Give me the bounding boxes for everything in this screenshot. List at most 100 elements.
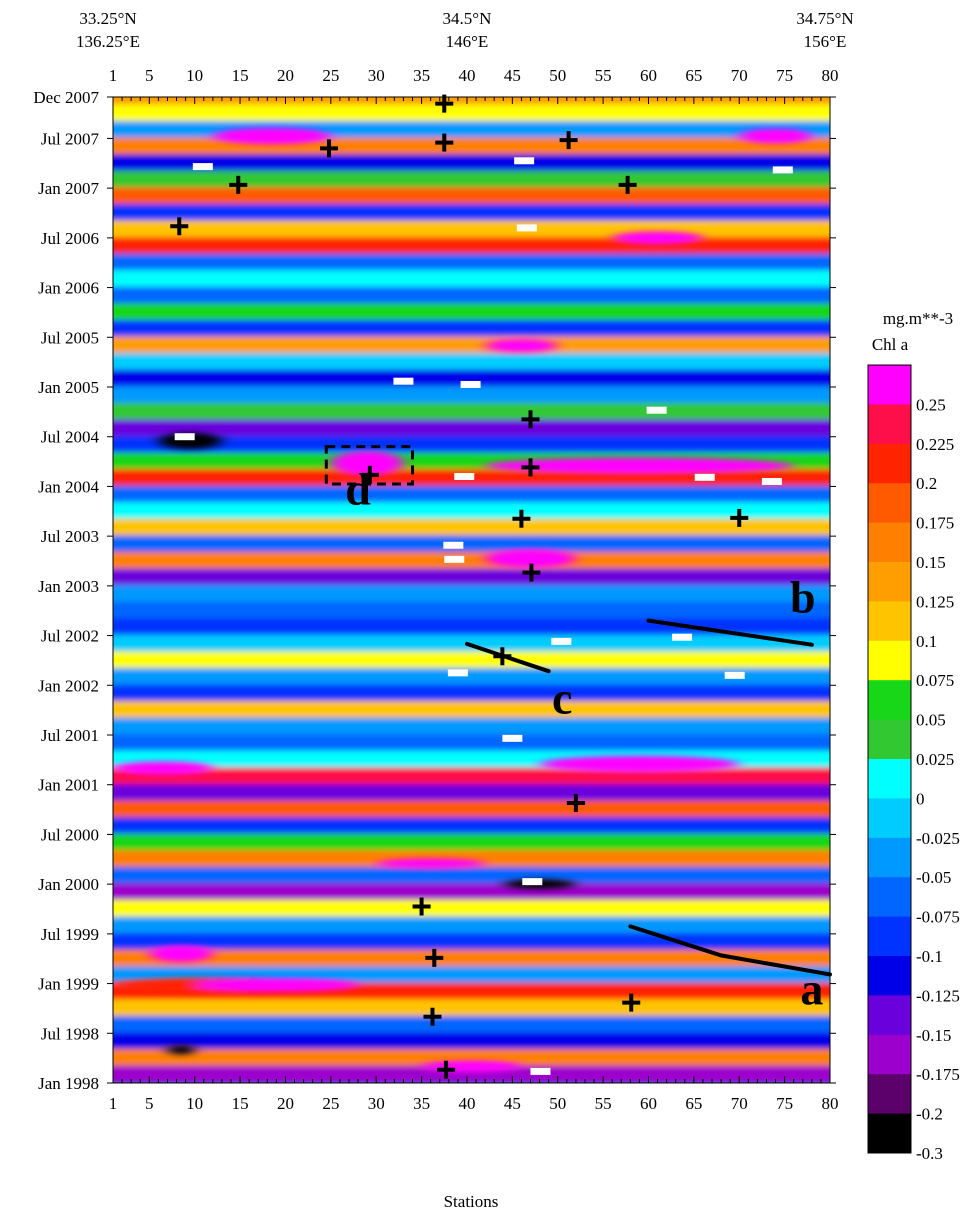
anomaly-patch	[330, 450, 404, 476]
trend-label-c: c	[552, 672, 572, 723]
anomaly-band	[113, 551, 830, 571]
anomaly-band	[113, 1032, 830, 1051]
anomaly-band	[113, 601, 830, 620]
anomaly-band	[113, 286, 830, 305]
positive-anomaly-marker	[435, 133, 454, 152]
x-top-tick-label: 60	[640, 66, 657, 85]
colorbar-level-label: 0.1	[916, 632, 937, 651]
y-tick-label: Jan 2007	[38, 179, 99, 198]
colorbar-swatch	[868, 601, 911, 642]
anomaly-band	[113, 253, 830, 272]
y-tick-label: Jul 2000	[41, 825, 99, 844]
x-top-tick-label: 20	[277, 66, 294, 85]
anomaly-band	[113, 518, 830, 537]
anomaly-band	[113, 270, 830, 289]
x-axis-title: Stations	[444, 1192, 499, 1211]
anomaly-band	[113, 999, 830, 1018]
colorbar-level-label: -0.05	[916, 868, 951, 887]
x-top-tick-label: 25	[322, 66, 339, 85]
positive-anomaly-marker	[521, 410, 540, 429]
colorbar-swatch	[868, 956, 911, 996]
top-longitude-label: 136.25°E	[76, 32, 140, 51]
anomaly-band	[113, 833, 830, 852]
anomaly-patch	[149, 945, 213, 963]
x-top-tick-label: 5	[145, 66, 154, 85]
colorbar-swatch	[868, 877, 911, 917]
x-bottom-tick-label: 45	[504, 1094, 521, 1113]
anomaly-band	[113, 568, 830, 587]
anomaly-patch	[194, 978, 359, 992]
y-tick-label: Jan 2005	[38, 378, 99, 397]
negative-anomaly-marker	[530, 1067, 551, 1075]
overlay-annotations: a b c d	[170, 94, 832, 1079]
y-tick-label: Jul 2006	[41, 229, 99, 248]
x-top-tick-label: 80	[822, 66, 839, 85]
colorbar-level-label: 0.225	[916, 435, 954, 454]
x-top-tick-label: 35	[413, 66, 430, 85]
x-top-tick-label: 70	[731, 66, 748, 85]
anomaly-patch	[485, 549, 576, 568]
y-tick-label: Jan 2002	[38, 676, 99, 695]
anomaly-band	[113, 203, 830, 223]
positive-anomaly-marker	[437, 1060, 456, 1079]
x-bottom-tick-label: 5	[145, 1094, 154, 1113]
anomaly-band	[113, 319, 830, 339]
y-tick-label: Jul 2004	[41, 428, 100, 447]
positive-anomaly-marker	[412, 897, 431, 916]
colorbar-level-label: -0.075	[916, 908, 960, 927]
colorbar-swatch	[868, 404, 911, 445]
colorbar-swatch	[868, 995, 911, 1036]
colorbar-level-label: 0.25	[916, 395, 946, 414]
plot-frame	[112, 96, 831, 1084]
y-tick-label: Jul 2007	[41, 129, 100, 148]
positive-anomaly-marker	[435, 94, 454, 113]
colorbar-swatch	[868, 483, 911, 523]
anomaly-band	[113, 402, 830, 421]
trend-label-a: a	[800, 963, 823, 1014]
x-top-tick-label: 45	[504, 66, 521, 85]
anomaly-band	[113, 899, 830, 919]
negative-anomaly-marker	[724, 671, 745, 679]
colorbar-swatch	[868, 443, 911, 484]
anomaly-band	[113, 170, 830, 189]
x-bottom-tick-label: 80	[822, 1094, 839, 1113]
colorbar-swatch	[868, 562, 911, 602]
anomaly-band	[113, 121, 830, 140]
colorbar-level-label: -0.1	[916, 947, 943, 966]
x-bottom-tick-label: 20	[277, 1094, 294, 1113]
anomaly-bands	[113, 97, 830, 1083]
x-bottom-tick-label: 15	[232, 1094, 249, 1113]
anomaly-band	[113, 187, 830, 206]
anomaly-band	[113, 585, 830, 604]
top-latitude-label: 34.5°N	[443, 9, 492, 28]
colorbar-level-label: 0.075	[916, 671, 954, 690]
x-top-tick-label: 40	[458, 66, 475, 85]
anomaly-band	[113, 237, 830, 256]
colorbar-swatch	[868, 1034, 911, 1075]
colorbar-swatch	[868, 365, 911, 405]
x-bottom-tick-label: 50	[549, 1094, 566, 1113]
positive-anomaly-marker	[493, 647, 512, 666]
top-longitude-label: 146°E	[446, 32, 489, 51]
colorbar-swatch	[868, 837, 911, 878]
negative-anomaly-marker	[502, 734, 523, 742]
x-bottom-tick-label: 1	[109, 1094, 118, 1113]
negative-anomaly-marker	[551, 637, 572, 645]
negative-anomaly-marker	[522, 878, 543, 886]
colorbar-level-label: -0.2	[916, 1105, 943, 1124]
x-top-tick-label: 10	[186, 66, 203, 85]
y-tick-label: Jul 2001	[41, 726, 99, 745]
anomaly-band	[113, 651, 830, 670]
colorbar-level-label: -0.175	[916, 1065, 960, 1084]
negative-anomaly-marker	[646, 406, 667, 414]
anomaly-band	[113, 1015, 830, 1035]
negative-anomaly-marker	[672, 633, 693, 641]
colorbar-swatch	[868, 640, 911, 681]
anomaly-band	[113, 667, 830, 687]
anomaly-band	[113, 419, 830, 438]
positive-anomaly-marker	[559, 131, 578, 150]
negative-anomaly-marker	[174, 433, 195, 441]
anomaly-patch	[167, 1044, 195, 1055]
colorbar-swatch	[868, 916, 911, 957]
x-top-tick-label: 55	[595, 66, 612, 85]
